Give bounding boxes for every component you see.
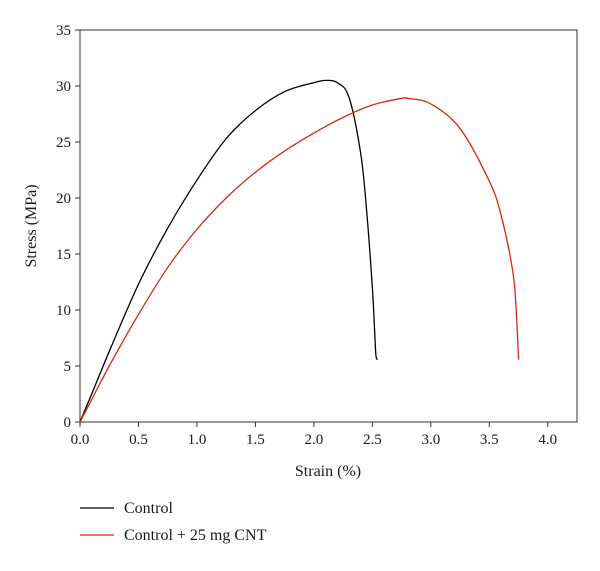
ticks-layer: 0.0 0.5 1.0 1.5 2.0 2.5 3.0 3.5 4.0 0 5 10 15 20 25 30 3… (56, 23, 557, 448)
x-tick-label: 1.5 (246, 432, 265, 448)
axes-layer (79, 29, 578, 423)
x-tick-label: 1.0 (188, 432, 207, 448)
legend-entry: Control + 25 mg CNT (80, 527, 267, 544)
y-tick-label: 0 (64, 415, 72, 431)
legend-label: Control (124, 500, 173, 517)
legend-label: Control + 25 mg CNT (124, 527, 267, 544)
series-layer (79, 79, 520, 423)
y-tick-label: 20 (56, 191, 71, 207)
legend: Control Control + 25 mg CNT (80, 500, 267, 544)
x-tick-label: 2.5 (363, 432, 382, 448)
x-tick-label: 0.0 (71, 432, 90, 448)
plot-frame (79, 29, 578, 423)
y-tick-label: 35 (56, 23, 71, 39)
y-axis-label: Stress (MPa) (23, 184, 40, 267)
x-tick-label: 0.5 (129, 432, 148, 448)
x-tick-label: 3.0 (421, 432, 440, 448)
y-tick-label: 5 (64, 359, 72, 375)
x-tick-label: 3.5 (480, 432, 499, 448)
series-line-control (79, 79, 378, 423)
x-tick-label: 4.0 (538, 432, 557, 448)
y-tick-label: 15 (56, 247, 71, 263)
series-line-control-cnt (79, 96, 520, 423)
x-tick-label: 2.0 (305, 432, 324, 448)
y-tick-label: 30 (56, 79, 71, 95)
y-tick-label: 10 (56, 303, 71, 319)
x-axis-label: Strain (%) (295, 463, 361, 480)
y-tick-label: 25 (56, 135, 71, 151)
legend-entry: Control (80, 500, 173, 517)
